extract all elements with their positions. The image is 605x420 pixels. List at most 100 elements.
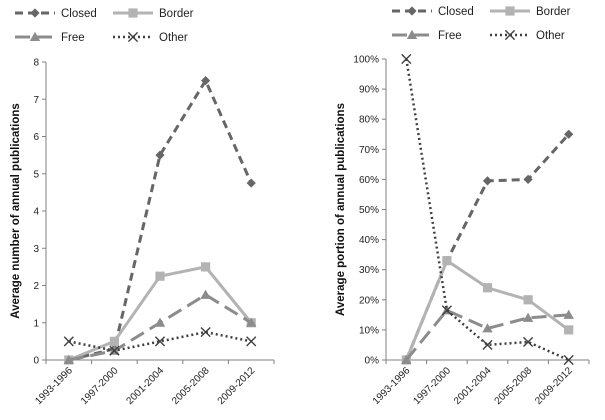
series-other xyxy=(63,326,257,356)
point-closed xyxy=(201,76,211,86)
legend-marker xyxy=(504,29,516,41)
x-tick-label: 2005-2008 xyxy=(493,365,535,407)
plot-area xyxy=(401,53,574,366)
legend-marker xyxy=(127,31,139,43)
point-free xyxy=(200,289,211,299)
legend-symbol-border xyxy=(490,6,530,16)
legend-label-closed: Closed xyxy=(438,6,474,18)
legend-item-free: Free xyxy=(392,29,462,42)
series-line-other xyxy=(405,58,570,362)
x-tick-label: 2009-2012 xyxy=(533,365,575,407)
point-closed xyxy=(523,174,533,184)
legend-label-other: Other xyxy=(536,30,565,42)
point-free xyxy=(246,317,257,327)
y-axis-label: Average number of annual publications xyxy=(10,103,22,319)
legend-item-other: Other xyxy=(113,31,188,44)
series-line-border xyxy=(68,265,253,362)
x-tick-label: 1997-2000 xyxy=(79,365,121,407)
legend-item-other: Other xyxy=(490,29,565,42)
point-other xyxy=(441,305,452,316)
chart-average-portion: Closed Border Free Other Average portion… xyxy=(335,6,590,407)
point-closed xyxy=(482,176,493,186)
y-tick-label: 30% xyxy=(359,265,379,276)
y-tick-label: 60% xyxy=(359,175,379,186)
series-free xyxy=(63,289,257,364)
y-tick-label: 70% xyxy=(359,145,379,156)
point-free xyxy=(154,317,166,327)
point-border xyxy=(109,336,119,346)
legend-symbol-free xyxy=(15,31,55,41)
point-other xyxy=(63,336,74,347)
series-other xyxy=(401,53,574,366)
y-tick-label: 7 xyxy=(33,95,39,106)
series-line-other xyxy=(68,330,252,352)
y-axis-label: Average portion of annual publications xyxy=(335,103,347,316)
series-border xyxy=(64,262,256,365)
axes: 0 1 2 3 4 5 6 7 8 1993-1996 1997-2000 2001-2004 2005… xyxy=(33,58,275,407)
point-border xyxy=(564,325,574,335)
point-border xyxy=(155,271,165,281)
point-other xyxy=(482,339,493,351)
point-closed xyxy=(564,129,574,139)
x-tick-label: 2005-2008 xyxy=(170,365,212,407)
legend-symbol-closed xyxy=(15,8,55,18)
y-tick-label: 6 xyxy=(33,132,39,143)
legend-item-border: Border xyxy=(490,6,571,18)
point-border xyxy=(442,256,452,266)
legend-label-other: Other xyxy=(159,32,188,44)
y-tick-label: 0 xyxy=(33,356,39,367)
legend-symbol-closed xyxy=(392,6,432,16)
legend: Closed Border Free Other xyxy=(392,6,571,42)
legend-symbol-border xyxy=(113,8,153,18)
legend-marker xyxy=(407,6,417,16)
legend-item-closed: Closed xyxy=(15,8,97,20)
point-other xyxy=(109,345,120,356)
y-tick-label: 20% xyxy=(359,295,379,306)
legend-marker xyxy=(29,31,41,41)
point-other xyxy=(401,53,412,65)
point-free xyxy=(401,354,412,364)
legend-item-free: Free xyxy=(15,31,85,44)
legend-marker xyxy=(128,8,138,18)
legend-label-free: Free xyxy=(61,32,85,44)
legend-marker xyxy=(505,6,515,16)
legend-symbol-free xyxy=(392,29,432,39)
point-free xyxy=(563,309,574,319)
series-border xyxy=(401,256,574,365)
point-free xyxy=(522,312,534,322)
y-tick-label: 80% xyxy=(359,115,379,126)
legend-label-free: Free xyxy=(438,30,462,42)
legend-marker xyxy=(30,8,40,18)
x-tick-label: 1993-1996 xyxy=(33,365,75,407)
y-tick-label: 100% xyxy=(353,55,379,66)
legend-label-border: Border xyxy=(159,8,194,20)
point-other xyxy=(200,326,211,338)
y-tick-label: 50% xyxy=(359,205,379,216)
point-border xyxy=(201,262,211,272)
y-tick-label: 4 xyxy=(33,207,39,218)
point-border xyxy=(523,295,533,305)
y-tick-label: 1 xyxy=(33,318,39,329)
y-tick-label: 2 xyxy=(33,281,39,292)
legend-label-border: Border xyxy=(536,6,571,18)
point-other xyxy=(563,354,574,366)
point-free xyxy=(482,323,493,333)
y-tick-label: 40% xyxy=(359,235,379,246)
legend-item-closed: Closed xyxy=(392,6,474,18)
y-tick-label: 0% xyxy=(365,356,380,367)
x-tick-label: 2001-2004 xyxy=(452,365,494,407)
y-tick-label: 10% xyxy=(359,325,379,336)
x-tick-label: 2009-2012 xyxy=(216,365,258,407)
point-closed xyxy=(246,178,256,188)
point-border xyxy=(482,283,493,293)
point-other xyxy=(154,336,166,347)
chart-average-number: Closed Border Free Other Average number … xyxy=(10,8,275,407)
point-closed xyxy=(155,150,165,160)
legend-item-border: Border xyxy=(113,8,194,20)
point-other xyxy=(523,336,534,348)
y-tick-label: 5 xyxy=(33,169,39,180)
legend-label-closed: Closed xyxy=(61,8,97,20)
plot-area xyxy=(63,76,257,365)
x-tick-label: 1993-1996 xyxy=(371,365,413,407)
